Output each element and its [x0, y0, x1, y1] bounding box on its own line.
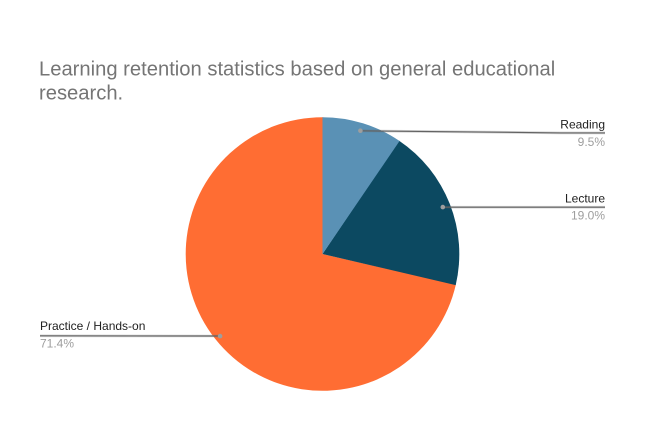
svg-text:71.4%: 71.4% — [40, 336, 74, 350]
svg-text:19.0%: 19.0% — [571, 209, 605, 223]
svg-text:Practice / Hands-on: Practice / Hands-on — [40, 319, 145, 333]
svg-text:9.5%: 9.5% — [578, 135, 606, 149]
svg-text:Reading: Reading — [560, 117, 605, 131]
svg-text:Lecture: Lecture — [565, 192, 605, 206]
svg-text:research.: research. — [39, 83, 123, 105]
svg-text:Learning retention statistics: Learning retention statistics based on g… — [39, 59, 555, 81]
